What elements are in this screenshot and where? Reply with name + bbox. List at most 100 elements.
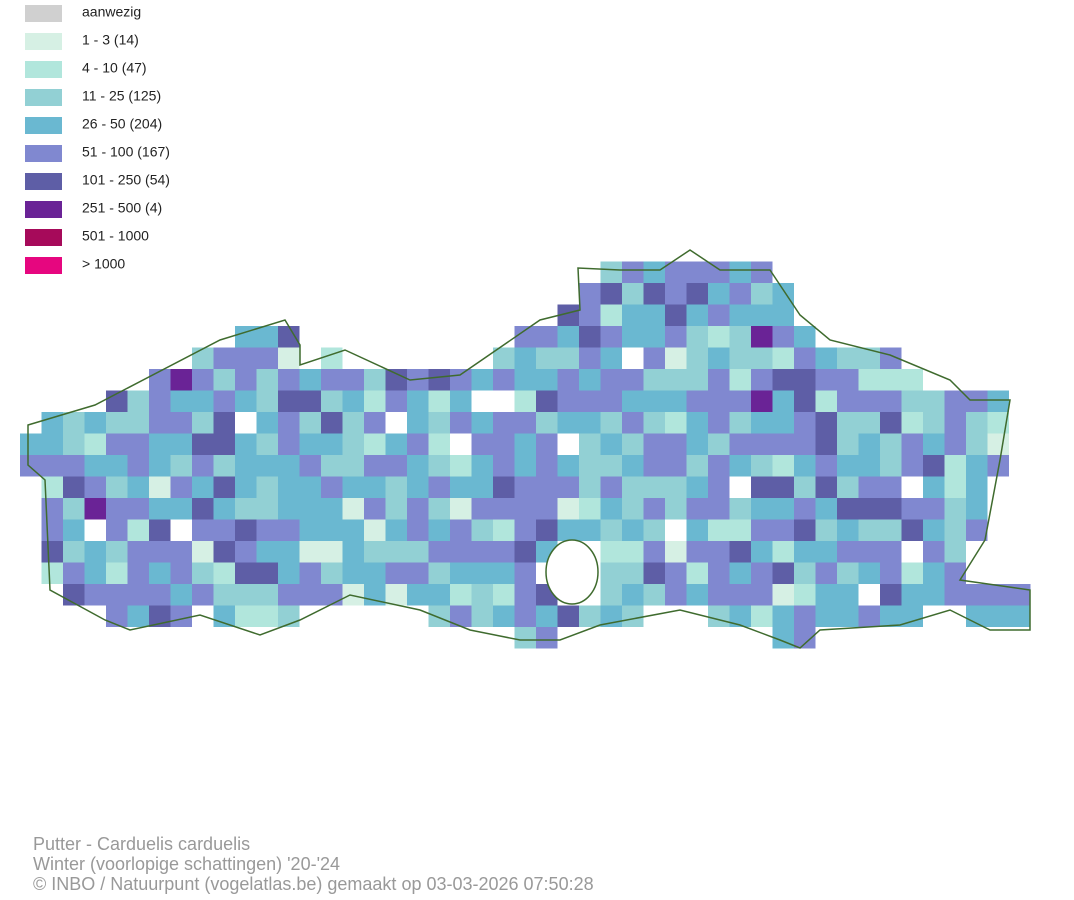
grid-cell bbox=[622, 433, 644, 455]
grid-cell bbox=[106, 433, 128, 455]
grid-cell bbox=[493, 584, 515, 606]
grid-cell bbox=[514, 326, 536, 348]
legend-label: 1 - 3 (14) bbox=[82, 32, 139, 48]
grid-cell bbox=[622, 584, 644, 606]
grid-cell bbox=[256, 605, 278, 627]
grid-cell bbox=[880, 498, 902, 520]
grid-cell bbox=[708, 390, 730, 412]
grid-cell bbox=[471, 369, 493, 391]
grid-cell bbox=[751, 476, 773, 498]
grid-cell bbox=[407, 519, 429, 541]
grid-cell bbox=[901, 369, 923, 391]
grid-cell bbox=[63, 519, 85, 541]
legend-swatch bbox=[25, 229, 62, 246]
grid-cell bbox=[837, 476, 859, 498]
grid-cell bbox=[256, 412, 278, 434]
grid-cell bbox=[944, 390, 966, 412]
grid-cell bbox=[493, 347, 515, 369]
grid-cell bbox=[106, 412, 128, 434]
grid-cell bbox=[794, 412, 816, 434]
grid-cell bbox=[880, 605, 902, 627]
grid-cell bbox=[880, 412, 902, 434]
grid-cell bbox=[192, 433, 214, 455]
grid-cell bbox=[364, 412, 386, 434]
grid-cell bbox=[987, 390, 1009, 412]
grid-cell bbox=[708, 605, 730, 627]
grid-cell bbox=[772, 519, 794, 541]
grid-cell bbox=[729, 584, 751, 606]
grid-cell bbox=[880, 369, 902, 391]
grid-cell bbox=[557, 412, 579, 434]
grid-cell bbox=[987, 605, 1009, 627]
grid-cell bbox=[192, 412, 214, 434]
grid-cell bbox=[385, 390, 407, 412]
grid-cell bbox=[686, 347, 708, 369]
grid-cell bbox=[686, 498, 708, 520]
grid-cell bbox=[407, 455, 429, 477]
legend-label: 251 - 500 (4) bbox=[82, 200, 162, 216]
grid-cell bbox=[665, 283, 687, 305]
grid-cell bbox=[751, 584, 773, 606]
grid-cell bbox=[815, 390, 837, 412]
grid-cell bbox=[149, 605, 171, 627]
grid-cell bbox=[213, 390, 235, 412]
grid-cell bbox=[729, 519, 751, 541]
grid-cell bbox=[579, 283, 601, 305]
grid-cell bbox=[364, 369, 386, 391]
grid-cell bbox=[794, 562, 816, 584]
grid-cell bbox=[729, 412, 751, 434]
grid-cell bbox=[450, 541, 472, 563]
grid-cell bbox=[536, 605, 558, 627]
grid-cell bbox=[450, 584, 472, 606]
grid-cell bbox=[278, 476, 300, 498]
grid-cell bbox=[708, 304, 730, 326]
grid-cell bbox=[278, 519, 300, 541]
grid-cell bbox=[686, 541, 708, 563]
grid-cell bbox=[471, 476, 493, 498]
grid-cell bbox=[751, 541, 773, 563]
grid-cell bbox=[127, 541, 149, 563]
grid-cell bbox=[622, 326, 644, 348]
grid-cell bbox=[772, 304, 794, 326]
grid-cell bbox=[708, 498, 730, 520]
grid-cell bbox=[923, 519, 945, 541]
grid-cell bbox=[815, 519, 837, 541]
grid-cell bbox=[493, 541, 515, 563]
grid-cell bbox=[514, 369, 536, 391]
grid-cell bbox=[708, 584, 730, 606]
grid-cell bbox=[127, 390, 149, 412]
grid-cell bbox=[729, 283, 751, 305]
grid-cell bbox=[751, 562, 773, 584]
grid-cell bbox=[149, 519, 171, 541]
grid-cell bbox=[944, 455, 966, 477]
grid-cell bbox=[385, 584, 407, 606]
grid-cell bbox=[407, 541, 429, 563]
grid-cell bbox=[536, 347, 558, 369]
grid-cell bbox=[600, 369, 622, 391]
grid-cell bbox=[686, 584, 708, 606]
grid-cell bbox=[579, 455, 601, 477]
grid-cell bbox=[235, 562, 257, 584]
grid-cell bbox=[794, 519, 816, 541]
grid-cell bbox=[213, 519, 235, 541]
grid-cell bbox=[20, 433, 42, 455]
grid-cell bbox=[407, 562, 429, 584]
grid-cell bbox=[815, 584, 837, 606]
grid-cell bbox=[450, 369, 472, 391]
grid-cell bbox=[944, 412, 966, 434]
grid-cell bbox=[751, 498, 773, 520]
grid-cell bbox=[966, 390, 988, 412]
grid-cell bbox=[966, 605, 988, 627]
grid-cell bbox=[385, 519, 407, 541]
grid-cell bbox=[772, 347, 794, 369]
grid-cell bbox=[815, 347, 837, 369]
grid-cell bbox=[557, 476, 579, 498]
grid-cell bbox=[622, 390, 644, 412]
grid-cell bbox=[514, 390, 536, 412]
grid-cell bbox=[536, 455, 558, 477]
grid-cell bbox=[342, 369, 364, 391]
grid-cell bbox=[536, 433, 558, 455]
grid-cell bbox=[213, 369, 235, 391]
grid-cell bbox=[63, 498, 85, 520]
